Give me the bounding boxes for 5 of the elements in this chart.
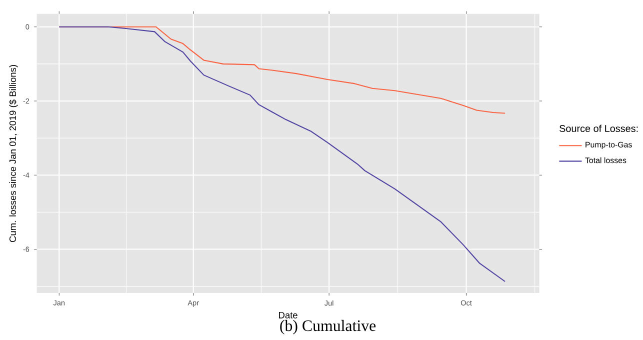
y-axis-title: Cum. losses since Jan 01, 2019 ($ Billions) [9,65,18,242]
text: (b) Cumulative [280,320,376,334]
legend-title: Source of Losses: [560,124,638,132]
line-series [58,26,506,282]
x-axis-title: Date [279,312,298,319]
